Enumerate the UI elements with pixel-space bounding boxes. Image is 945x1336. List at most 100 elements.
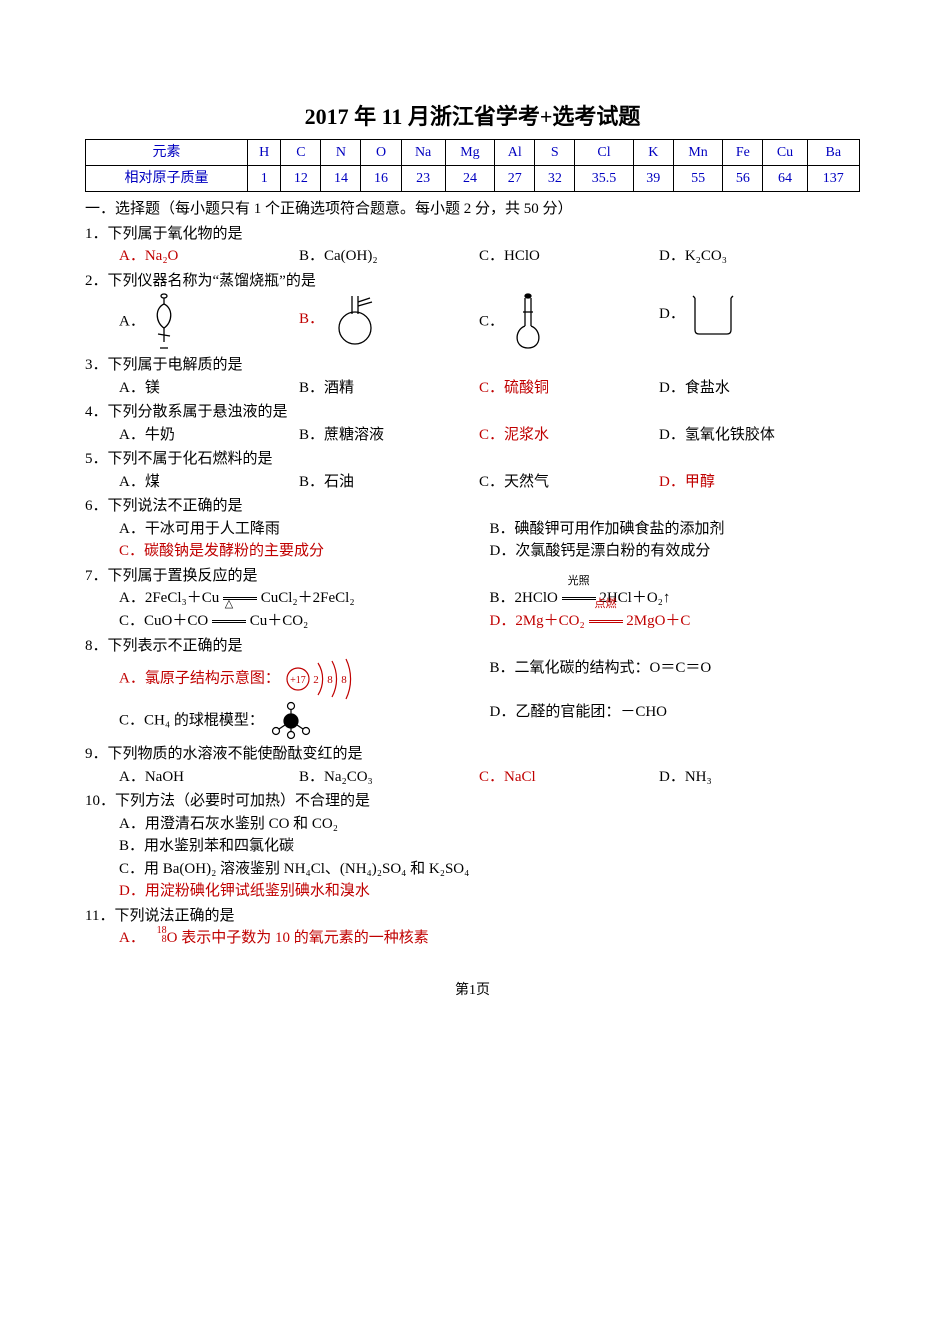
eq-right: Cu＋CO₂ <box>250 613 309 629</box>
stem: 9．下列物质的水溶液不能使酚酞变红的是 <box>85 743 860 766</box>
question-9: 9．下列物质的水溶液不能使酚酞变红的是 A．NaOH B．Na₂CO₃ C．Na… <box>85 743 860 788</box>
label: A． <box>119 313 145 329</box>
option-c: C．硫酸铜 <box>479 377 659 400</box>
equals-ignite-icon: 点燃 <box>589 610 623 633</box>
atomic-number: 8 <box>162 932 167 947</box>
volumetric-flask-icon <box>508 292 548 352</box>
option-a: A．NaOH <box>119 766 299 789</box>
cell: 27 <box>495 166 535 192</box>
question-7: 7．下列属于置换反应的是 A．2FeCl₃＋Cu CuCl₂＋2FeCl₂ B．… <box>85 565 860 633</box>
eq-right: 2MgO＋C <box>626 613 690 629</box>
label: B． <box>299 311 324 327</box>
cell: S <box>535 140 575 166</box>
page-footer: 第1页 <box>85 980 860 1001</box>
suffix: 表示中子数为 10 的氧元素的一种核素 <box>181 930 429 946</box>
option-d: D．次氯酸钙是漂白粉的有效成分 <box>490 540 861 563</box>
question-10: 10．下列方法（必要时可加热）不合理的是 A．用澄清石灰水鉴别 CO 和 CO₂… <box>85 790 860 903</box>
option-d: D．K₂CO₃ <box>659 245 839 268</box>
question-5: 5．下列不属于化石燃料的是 A．煤 B．石油 C．天然气 D．甲醇 <box>85 448 860 493</box>
stem: 11．下列说法正确的是 <box>85 905 860 928</box>
option-b: B．二氧化碳的结构式：O＝C＝O <box>490 657 861 701</box>
row-label: 相对原子质量 <box>86 166 248 192</box>
question-8: 8．下列表示不正确的是 A．氯原子结构示意图： +17 2 8 8 B．二氧化碳… <box>85 635 860 742</box>
shell-3: 8 <box>341 674 347 686</box>
cell: O <box>361 140 401 166</box>
option-d: D．甲醇 <box>659 471 839 494</box>
eq-left: B．2HClO <box>490 590 562 606</box>
equals-heat-icon: △ <box>212 610 246 633</box>
stem: 5．下列不属于化石燃料的是 <box>85 448 860 471</box>
question-2: 2．下列仪器名称为“蒸馏烧瓶”的是 A． B． <box>85 270 860 353</box>
option-b: B．Ca(OH)₂ <box>299 245 479 268</box>
option-a: A．2FeCl₃＋Cu CuCl₂＋2FeCl₂ <box>119 587 490 610</box>
cell: C <box>281 140 321 166</box>
cell: 39 <box>633 166 673 192</box>
label: D． <box>659 306 685 322</box>
option-a: A． <box>119 292 299 352</box>
option-c: C．CuO＋CO △ Cu＋CO₂ <box>119 610 490 633</box>
option-c: C．天然气 <box>479 471 659 494</box>
eq-right: CuCl₂＋2FeCl₂ <box>261 590 355 606</box>
condition: 点燃 <box>589 596 623 613</box>
question-6: 6．下列说法不正确的是 A．干冰可用于人工降雨 B．碘酸钾可用作加碘食盐的添加剂… <box>85 495 860 563</box>
ball-stick-model-icon <box>268 701 314 741</box>
condition: 光照 <box>562 573 596 590</box>
option-b: B．蔗糖溶液 <box>299 424 479 447</box>
stem: 6．下列说法不正确的是 <box>85 495 860 518</box>
cell: N <box>321 140 361 166</box>
option-b: B．Na₂CO₃ <box>299 766 479 789</box>
cell: Na <box>401 140 445 166</box>
option-a: A．镁 <box>119 377 299 400</box>
cell: K <box>633 140 673 166</box>
table-row: 相对原子质量 1 12 14 16 23 24 27 32 35.5 39 55… <box>86 166 860 192</box>
cell: 55 <box>673 166 723 192</box>
cell: Mg <box>445 140 495 166</box>
separating-funnel-icon <box>149 292 179 352</box>
cell: Ba <box>807 140 859 166</box>
option-c: C．HClO <box>479 245 659 268</box>
cell: 137 <box>807 166 859 192</box>
stem: 7．下列属于置换反应的是 <box>85 565 860 588</box>
cell: 16 <box>361 166 401 192</box>
eq-left: A．2FeCl₃＋Cu <box>119 590 223 606</box>
beaker-icon <box>689 292 737 337</box>
stem: 3．下列属于电解质的是 <box>85 354 860 377</box>
eq-left: C．CuO＋CO <box>119 613 212 629</box>
option-a: A．用澄清石灰水鉴别 CO 和 CO₂ <box>119 813 860 836</box>
option-d: D．氢氧化铁胶体 <box>659 424 839 447</box>
cell: Mn <box>673 140 723 166</box>
nucleus-charge: +17 <box>290 675 306 686</box>
cell: 14 <box>321 166 361 192</box>
option-d: D．用淀粉碘化钾试纸鉴别碘水和溴水 <box>119 880 860 903</box>
option-a: A． 18 8 O 表示中子数为 10 的氧元素的一种核素 <box>119 927 860 950</box>
row-label: 元素 <box>86 140 248 166</box>
cell: Fe <box>723 140 763 166</box>
option-a: A．氯原子结构示意图： +17 2 8 8 <box>119 657 490 701</box>
stem: 8．下列表示不正确的是 <box>85 635 860 658</box>
option-c: C．用 Ba(OH)₂ 溶液鉴别 NH₄Cl、(NH₄)₂SO₄ 和 K₂SO₄ <box>119 858 860 881</box>
element-symbol: O <box>167 930 178 946</box>
cell: 35.5 <box>575 166 633 192</box>
question-11: 11．下列说法正确的是 A． 18 8 O 表示中子数为 10 的氧元素的一种核… <box>85 905 860 950</box>
question-4: 4．下列分散系属于悬浊液的是 A．牛奶 B．蔗糖溶液 C．泥浆水 D．氢氧化铁胶… <box>85 401 860 446</box>
question-3: 3．下列属于电解质的是 A．镁 B．酒精 C．硫酸铜 D．食盐水 <box>85 354 860 399</box>
cell: 24 <box>445 166 495 192</box>
option-c: C．泥浆水 <box>479 424 659 447</box>
option-d: D．乙醛的官能团：－CHO <box>490 701 861 741</box>
distillation-flask-icon <box>328 292 383 347</box>
cell: H <box>248 140 281 166</box>
table-row: 元素 H C N O Na Mg Al S Cl K Mn Fe Cu Ba <box>86 140 860 166</box>
cell: 23 <box>401 166 445 192</box>
condition: △ <box>212 596 246 613</box>
prefix: A． <box>119 930 145 946</box>
option-a: A．干冰可用于人工降雨 <box>119 518 490 541</box>
option-c: C．NaCl <box>479 766 659 789</box>
option-b: B． <box>299 292 479 352</box>
option-b: B．石油 <box>299 471 479 494</box>
option-b: B．用水鉴别苯和四氯化碳 <box>119 835 860 858</box>
cell: 1 <box>248 166 281 192</box>
option-d: D． <box>659 292 839 352</box>
option-b: B．酒精 <box>299 377 479 400</box>
cell: 32 <box>535 166 575 192</box>
label: A．氯原子结构示意图： <box>119 671 280 687</box>
